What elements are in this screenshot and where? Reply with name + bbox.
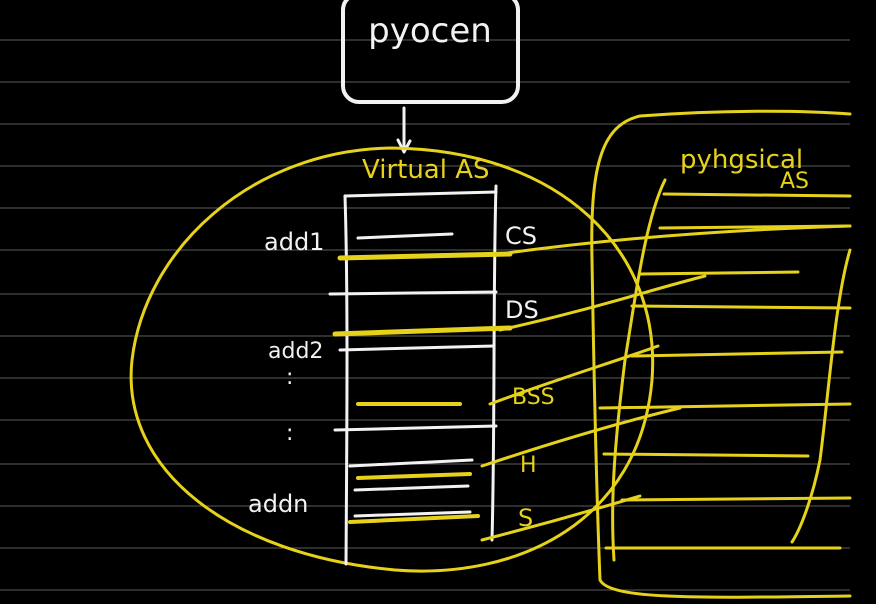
ruled-lines [0,39,850,591]
virtual-as-column [328,184,513,566]
process-arrow [396,106,412,154]
physical-as-label: pyhgsical [680,145,803,175]
segment-label-cs: CS [505,222,537,250]
segment-label-ds: DS [505,296,539,324]
virtual-as-label: Virtual AS [362,155,490,185]
physical-as-rows [598,192,852,550]
process-label: pyocen [368,11,492,51]
address-ellipsis-1: : [286,365,293,390]
segment-label-heap: H [520,453,537,478]
physical-as-right-edge [790,248,852,544]
address-ellipsis-2: : [286,421,293,446]
physical-as-boundary [590,109,852,599]
segment-label-stack: S [518,504,533,532]
virtual-as-boundary [129,146,655,573]
process-box [341,0,520,104]
address-label-n: addn [248,490,308,518]
physical-as-inner-edge [611,178,667,562]
address-label-1: add1 [264,228,324,256]
physical-as-label-line2: AS [780,169,809,194]
address-label-2: add2 [268,339,323,364]
